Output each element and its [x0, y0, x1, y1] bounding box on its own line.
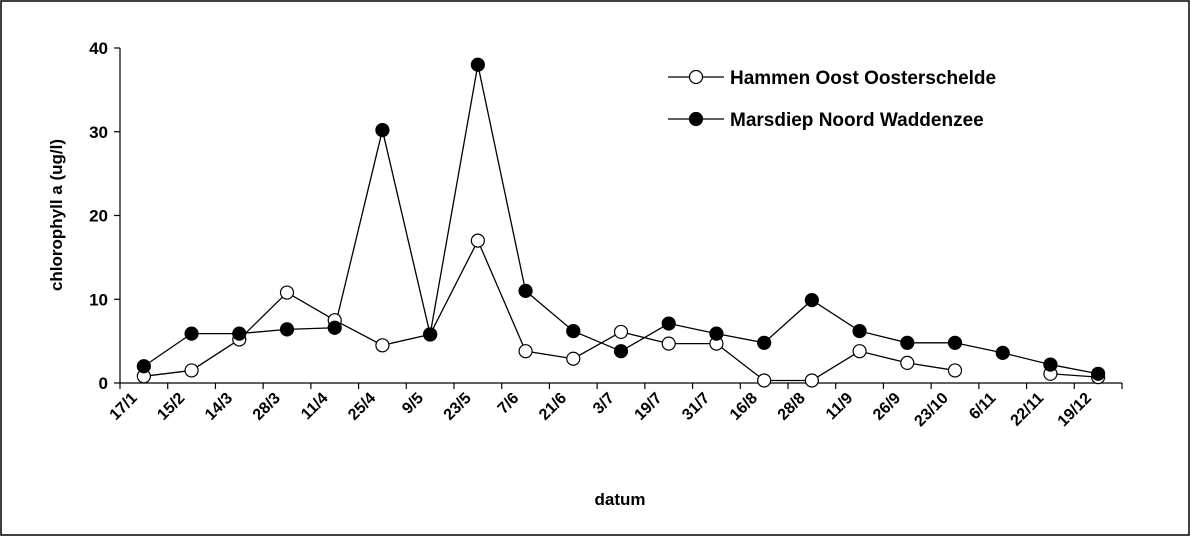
data-point	[900, 355, 915, 370]
data-point	[947, 363, 963, 378]
y-tick-label: 30	[89, 123, 108, 142]
data-point	[709, 326, 724, 341]
legend-marker	[688, 111, 704, 127]
data-point	[327, 320, 342, 335]
y-tick-label: 20	[89, 207, 108, 226]
x-axis-label: datum	[595, 490, 646, 509]
data-point	[566, 351, 581, 366]
data-point	[375, 338, 390, 353]
data-point	[757, 373, 772, 388]
data-point	[1043, 357, 1058, 372]
data-point	[184, 326, 199, 341]
data-point	[136, 359, 151, 374]
data-point	[232, 326, 247, 341]
legend-label: Marsdiep Noord Waddenzee	[730, 110, 984, 131]
data-point	[184, 363, 199, 378]
data-point	[995, 345, 1010, 360]
data-point	[470, 57, 485, 72]
legend-label: Hammen Oost Oosterschelde	[730, 68, 996, 89]
data-point	[661, 316, 676, 331]
data-point	[804, 292, 819, 308]
data-point	[279, 285, 295, 300]
data-point	[470, 233, 485, 248]
data-point	[613, 344, 629, 359]
data-point	[947, 335, 963, 350]
data-point	[566, 323, 581, 339]
series-line	[143, 239, 1099, 382]
data-point	[423, 327, 438, 342]
legend-marker	[688, 69, 704, 85]
y-tick-label: 40	[89, 39, 108, 58]
data-point	[375, 122, 390, 138]
data-point	[804, 373, 819, 388]
data-point	[613, 324, 629, 340]
data-point	[1091, 366, 1106, 381]
data-point	[518, 283, 533, 298]
data-point	[852, 344, 867, 359]
data-point	[279, 322, 295, 337]
y-axis-label: chlorophyll a (ug/l)	[47, 139, 66, 291]
data-point	[900, 335, 915, 350]
y-tick-label: 10	[89, 290, 108, 309]
y-tick-label: 0	[99, 374, 108, 393]
data-point	[661, 336, 676, 351]
data-point	[518, 344, 533, 359]
data-point	[757, 335, 772, 350]
data-point	[852, 323, 867, 339]
